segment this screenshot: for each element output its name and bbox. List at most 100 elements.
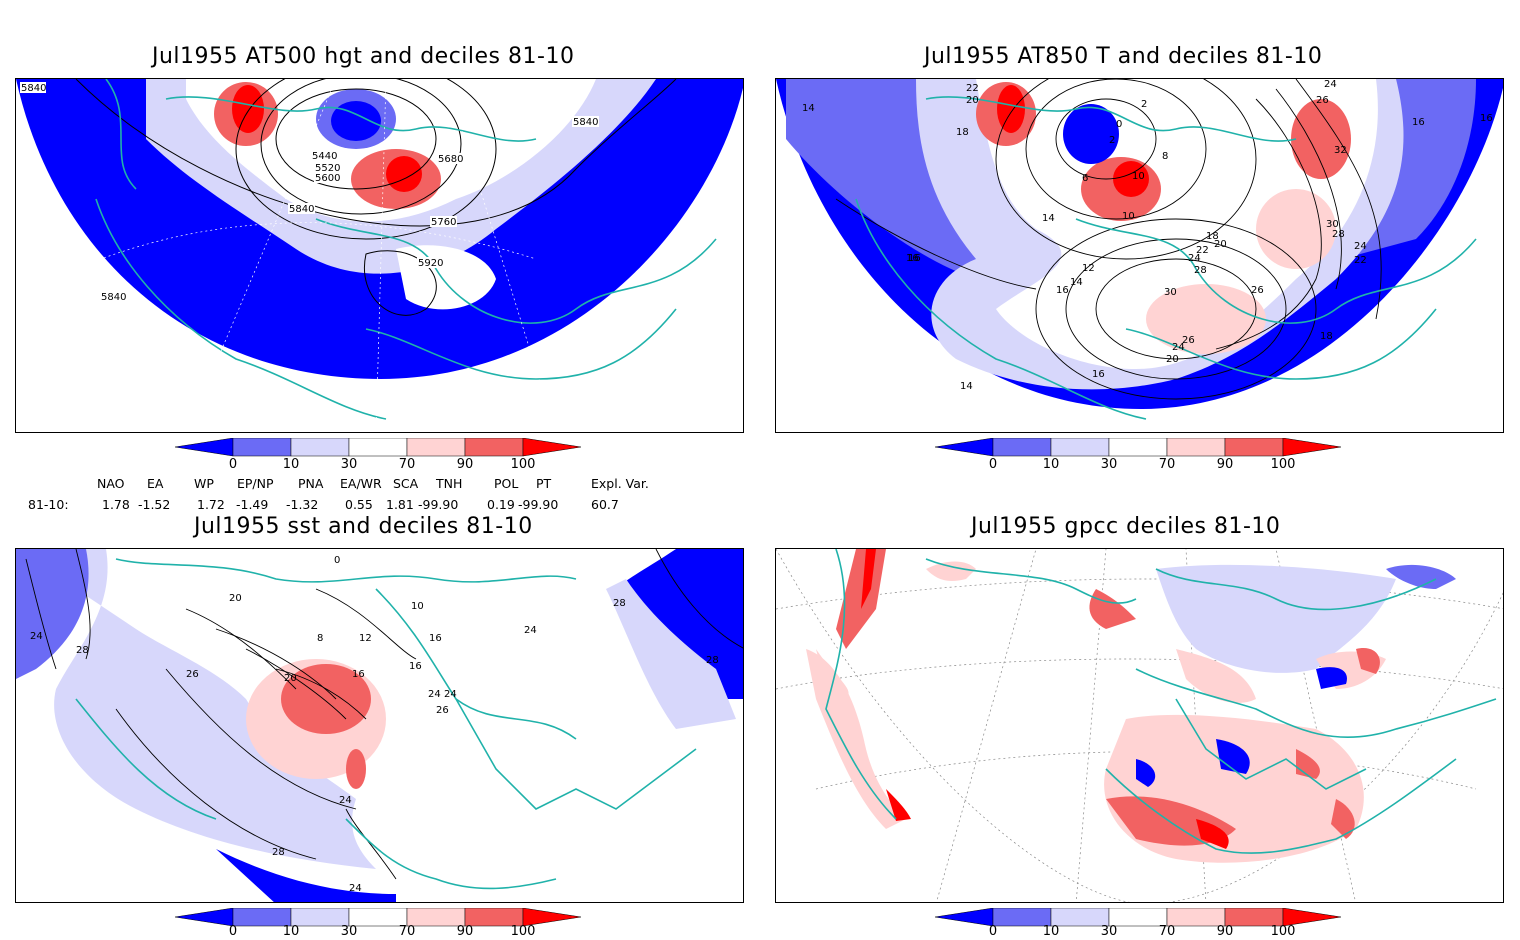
- contour-label: 20: [229, 593, 242, 604]
- map-z500: 5840 5440 5520 5600 5680 5840 5760 5920 …: [15, 78, 744, 433]
- contour-label: 16: [908, 253, 921, 264]
- contour-label: 26: [436, 705, 449, 716]
- contour-label: 8: [1162, 151, 1168, 162]
- contour-label: 2: [1141, 99, 1147, 110]
- index-header: TNH: [436, 476, 463, 491]
- contour-label: 24: [428, 689, 441, 700]
- index-value: -99.90: [518, 497, 559, 512]
- index-value: -1.49: [236, 497, 269, 512]
- colorbar-label: 70: [398, 457, 416, 472]
- contour-label: 10: [1132, 171, 1145, 182]
- colorbar-labels-tr: 0 10 30 70 90 100: [935, 457, 1345, 473]
- index-value: -99.90: [418, 497, 459, 512]
- map-gpcc-svg: [776, 549, 1503, 902]
- colorbar-label: 30: [340, 457, 358, 472]
- colorbar-seg: [1050, 438, 1110, 457]
- contour-label: 24: [1172, 342, 1185, 353]
- map-z500-svg: 5840 5440 5520 5600 5680 5840 5760 5920 …: [16, 79, 743, 432]
- contour-labels: 5840 5440 5520 5600 5680 5840 5760 5920 …: [20, 82, 599, 303]
- contour-label: 10: [411, 601, 424, 612]
- contour-label: 2: [1109, 135, 1115, 146]
- contour-label: 26: [186, 669, 199, 680]
- contour-label: 14: [960, 381, 973, 392]
- colorbar-seg: [290, 438, 350, 457]
- index-header: PNA: [298, 476, 324, 491]
- colorbar-labels-bl: 0 10 30 70 90 100: [175, 924, 585, 940]
- contour-label: 0: [334, 555, 340, 566]
- contour-label: 14: [1042, 213, 1055, 224]
- colorbar-seg: [406, 438, 466, 457]
- colorbar-label: 0: [988, 457, 998, 472]
- anomaly-blue-east: [616, 549, 743, 699]
- colorbar-seg: [1108, 438, 1168, 457]
- contour-label: 22: [1354, 255, 1367, 266]
- contour-label: 5680: [438, 154, 463, 165]
- anomaly-blue-west: [16, 549, 89, 679]
- colorbar-bottom-right: [935, 908, 1342, 927]
- anomaly-mid-red-2: [346, 749, 366, 789]
- colorbar-label: 30: [340, 924, 358, 939]
- contour-labels: 14 22 20 18 2 0 2 8 6 10 10 14 16 12 14 …: [802, 79, 1493, 392]
- contour-label: 30: [1326, 219, 1339, 230]
- colorbar-seg: [522, 908, 582, 927]
- index-value: 0.19: [487, 497, 515, 512]
- index-value: -1.32: [286, 497, 319, 512]
- contour-label: 24: [444, 689, 457, 700]
- panel-title-sst: Jul1955 sst and deciles 81-10: [194, 514, 533, 539]
- coastlines: [855, 96, 1477, 420]
- contour-label: 5840: [21, 83, 46, 94]
- contour-label: 28: [613, 598, 626, 609]
- contour-label: 6: [1082, 173, 1088, 184]
- anomaly-light-blue-west: [16, 549, 376, 869]
- index-header: WP: [194, 476, 214, 491]
- contour-label: 16: [1412, 117, 1425, 128]
- anomaly-light-red-3: [1256, 189, 1336, 269]
- coastlines: [95, 79, 717, 420]
- index-header: EA: [147, 476, 164, 491]
- contour-label: 18: [1206, 231, 1219, 242]
- contour-label: 18: [956, 127, 969, 138]
- anomaly-blue-core: [1063, 104, 1119, 164]
- contour-label: 14: [802, 103, 815, 114]
- panel-title-z500: Jul1955 AT500 hgt and deciles 81-10: [152, 44, 575, 69]
- map-gpcc: [775, 548, 1504, 903]
- anomaly-mid-red-3: [1291, 99, 1351, 179]
- colorbar-label: 0: [228, 924, 238, 939]
- contour-label: 10: [1122, 211, 1135, 222]
- anomaly-blue-sw: [216, 849, 396, 902]
- colorbar-labels-br: 0 10 30 70 90 100: [935, 924, 1345, 940]
- colorbar-seg: [175, 438, 234, 457]
- contour-label: 18: [1320, 331, 1333, 342]
- anomaly-red-core-1: [232, 85, 264, 133]
- contour-label: 12: [1082, 263, 1095, 274]
- contour-label: 28: [1332, 229, 1345, 240]
- contour-labels: 24 28 20 8 12 16 16 20 16 26 24 24 24 28…: [30, 555, 719, 894]
- contour-label: 16: [1092, 369, 1105, 380]
- colorbar-seg: [1282, 438, 1342, 457]
- colorbar-label: 70: [398, 924, 416, 939]
- contour-label: 14: [1070, 277, 1083, 288]
- contour-label: 16: [429, 633, 442, 644]
- colorbar-label: 10: [1042, 924, 1060, 939]
- contour-label: 24: [1188, 253, 1201, 264]
- contour-label: 5920: [418, 258, 443, 269]
- index-header: SCA: [393, 476, 419, 491]
- colorbar-label: 90: [456, 924, 474, 939]
- colorbar-seg: [348, 438, 408, 457]
- graticule: [75, 79, 556, 432]
- index-header: PT: [536, 476, 552, 491]
- contour-label: 26: [1251, 285, 1264, 296]
- colorbar-seg: [935, 438, 994, 457]
- colorbar-label: 100: [1270, 924, 1296, 939]
- index-header: POL: [494, 476, 519, 491]
- contour-label: 5760: [431, 217, 456, 228]
- anomaly-light-blue-east: [606, 579, 736, 729]
- colorbar-label: 90: [456, 457, 474, 472]
- contour-label: 24: [30, 631, 43, 642]
- colorbar-label: 100: [510, 924, 536, 939]
- index-value: 1.72: [197, 497, 225, 512]
- map-sst-svg: 24 28 20 8 12 16 16 20 16 26 24 24 24 28…: [16, 549, 743, 902]
- height-contours: [75, 79, 677, 316]
- colorbar-top-left: [175, 438, 582, 457]
- panel-title-gpcc: Jul1955 gpcc deciles 81-10: [971, 514, 1281, 539]
